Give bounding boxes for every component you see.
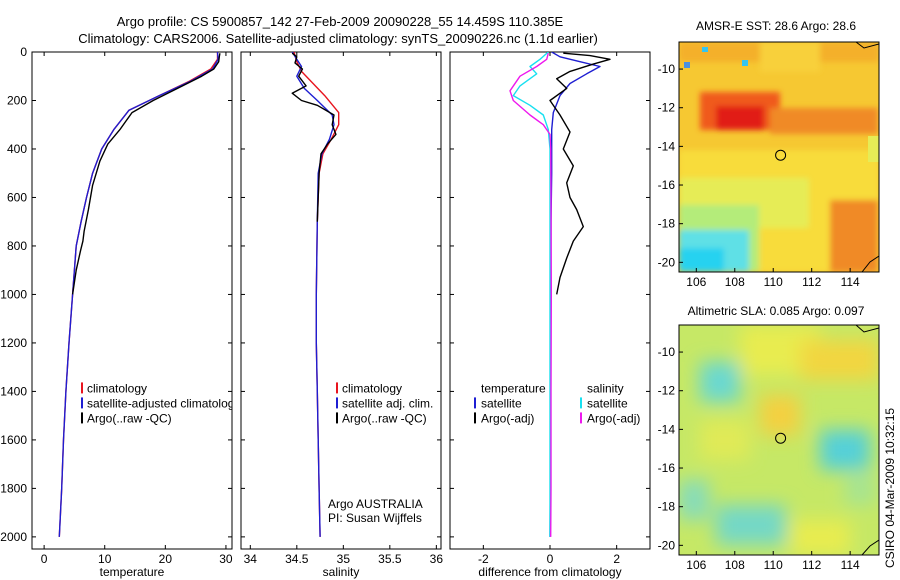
csiro-timestamp: CSIRO 04-Mar-2009 10:32:15: [883, 408, 897, 568]
sla-map-title: Altimetric SLA: 0.085 Argo: 0.097: [688, 304, 865, 318]
depth-tick-label: 1200: [0, 336, 27, 350]
sla_map-xtick-label: 114: [841, 558, 860, 572]
sst_map-ytick-label: -14: [658, 139, 676, 153]
sla-map: Altimetric SLA: 0.085 Argo: 0.097 106 108…: [658, 304, 880, 572]
salinity-plot-frame: [240, 51, 442, 550]
sla_map-xtick-label: 110: [764, 558, 783, 572]
sla_map-xtick-label: 106: [686, 558, 706, 572]
temperature-xlabel: temperature: [100, 565, 165, 579]
sla_map-ytick-label: -14: [658, 422, 676, 436]
sst_map-xtick-label: 114: [841, 275, 860, 289]
sla_map-ytick-label: -20: [658, 538, 676, 552]
difference-legend-label: satellite: [481, 396, 522, 410]
difference-legend-label: satellite: [587, 396, 628, 410]
sst_map-xtick-label: 112: [802, 275, 821, 289]
depth-tick-label: 1600: [0, 433, 27, 447]
difference-series-salinity-argo-adj-: [509, 53, 552, 537]
depth-tick-label: 1000: [0, 287, 27, 301]
temperature-legend-label: Argo(..raw -QC): [87, 411, 172, 425]
figure-title-line1: Argo profile: CS 5900857_142 27-Feb-2009…: [117, 14, 564, 29]
sst_map-ytick-label: -18: [658, 217, 676, 231]
sst_map-ytick-label: -16: [658, 178, 676, 192]
difference-xtick-label: 2: [613, 552, 620, 566]
sla-axis-ticks: 106 108 110 112 114 -10 -12 -14 -16 -18 -20: [658, 345, 860, 572]
sla_map-ytick-label: -10: [658, 345, 676, 359]
depth-tick-label: 400: [7, 142, 27, 156]
sla_map-xtick-label: 112: [802, 558, 821, 572]
temperature-legend-label: climatology: [87, 381, 147, 395]
difference-legend-label: Argo(-adj): [587, 411, 640, 425]
temperature-xtick-label: 10: [98, 552, 112, 566]
depth-tick-label: 0: [20, 45, 27, 59]
sst_map-xtick-label: 106: [686, 275, 706, 289]
temperature-profile-chart: 0 10 20 30 0 200 400 600 800 1000 1200 1400 1600 1800…: [0, 45, 240, 579]
temperature-xtick-label: 20: [159, 552, 173, 566]
depth-tick-label: 200: [7, 93, 27, 107]
sla_map-xtick-label: 108: [725, 558, 745, 572]
sla_map-ytick-label: -18: [658, 500, 676, 514]
salinity-legend-label: climatology: [342, 381, 402, 395]
sst-argo-location-marker: [775, 149, 787, 161]
difference-xtick-label: 0: [547, 552, 554, 566]
depth-tick-label: 600: [7, 190, 27, 204]
difference-series-group: temperaturesatelliteArgo(-adj)salinitysa…: [474, 52, 640, 537]
difference-xlabel: difference from climatology: [478, 565, 621, 579]
salinity-legend-label: satellite adj. clim.: [342, 396, 433, 410]
temperature-plot-frame: [31, 51, 233, 550]
sst_map-ytick-label: -12: [658, 101, 676, 115]
sla_map-ytick-label: -16: [658, 461, 676, 475]
difference-legend-header: salinity: [587, 381, 624, 395]
sst-map-frame: [678, 41, 880, 273]
salinity-xtick-label: 35: [337, 552, 351, 566]
figure-title-line2: Climatology: CARS2006. Satellite-adjuste…: [78, 31, 598, 46]
salinity-annotation: Argo AUSTRALIA: [328, 497, 423, 511]
sst-map-title: AMSR-E SST: 28.6 Argo: 28.6: [696, 19, 856, 33]
salinity-legend-label: Argo(..raw -QC): [342, 411, 427, 425]
temperature-xtick-label: 30: [219, 552, 233, 566]
sla_map-ytick-label: -12: [658, 384, 676, 398]
salinity-xtick-label: 36: [430, 552, 444, 566]
sst-map: AMSR-E SST: 28.6 Argo: 28.6: [658, 19, 880, 289]
sst_map-ytick-label: -10: [658, 62, 676, 76]
temperature-series-argo-raw-qc-: [71, 53, 221, 295]
salinity-profile-chart: 34 34.5 35 35.5 36 salinity climatologysatelli…: [240, 51, 444, 579]
sst_map-xtick-label: 108: [725, 275, 745, 289]
sla-map-frame: [678, 324, 880, 556]
salinity-xtick-label: 34: [244, 552, 258, 566]
temperature-xtick-label: 0: [41, 552, 48, 566]
difference-series-temperature-argo-adj-: [549, 52, 611, 295]
salinity-annotation: PI: Susan Wijffels: [328, 511, 422, 525]
depth-tick-label: 1400: [0, 384, 27, 398]
sst_map-ytick-label: -20: [658, 255, 676, 269]
depth-tick-label: 2000: [0, 530, 27, 544]
sst_map-xtick-label: 110: [764, 275, 783, 289]
salinity-xtick-label: 35.5: [378, 552, 402, 566]
salinity-xtick-label: 34.5: [285, 552, 309, 566]
sla-argo-location-marker: [775, 432, 787, 444]
sst-axis-ticks: 106 108 110 112 114 -10 -12 -14 -16 -18 -20: [658, 62, 860, 289]
difference-xtick-label: -2: [478, 552, 489, 566]
depth-tick-label: 1800: [0, 481, 27, 495]
salinity-series-argo-raw-qc-: [291, 52, 337, 222]
temperature-legend-label: satellite-adjusted climatology: [87, 396, 240, 410]
salinity-xlabel: salinity: [323, 565, 360, 579]
difference-legend-label: Argo(-adj): [481, 411, 534, 425]
difference-legend-header: temperature: [481, 381, 546, 395]
depth-tick-label: 800: [7, 239, 27, 253]
